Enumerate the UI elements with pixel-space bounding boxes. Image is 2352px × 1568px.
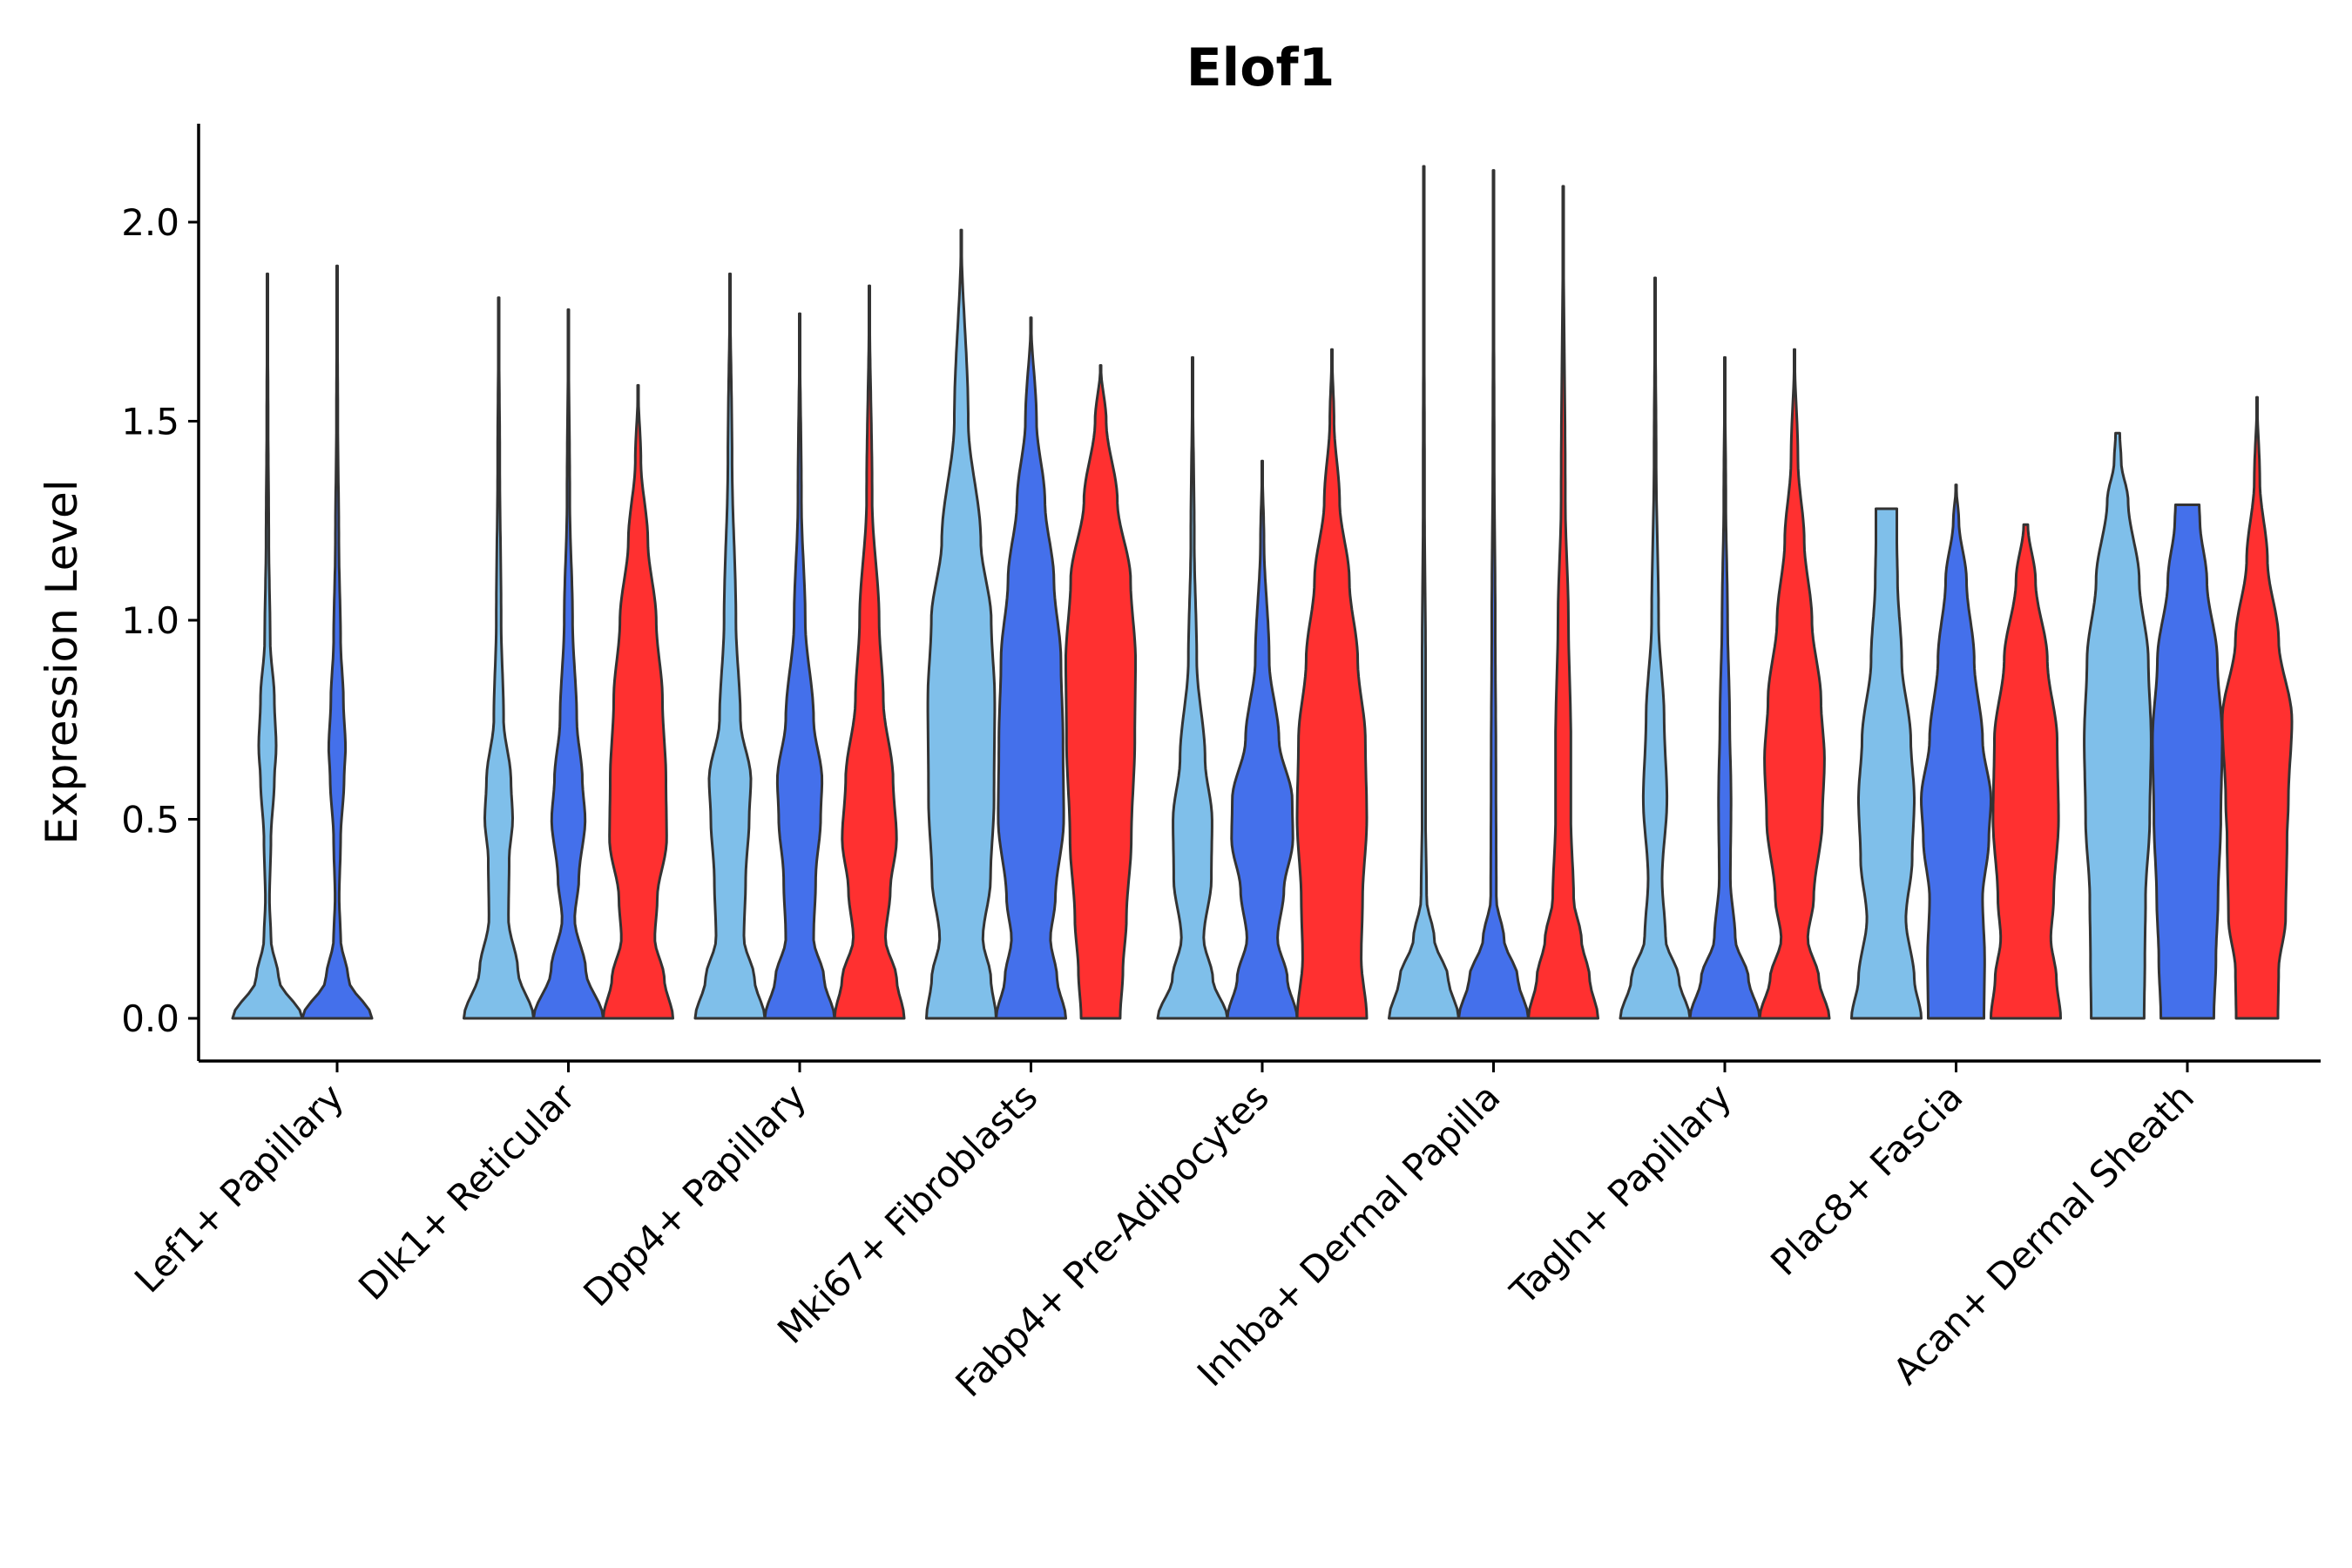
violin-6-0 (1619, 276, 1692, 1020)
x-tick-label: Dlk1+ Reticular (350, 1075, 584, 1308)
violin-6-1 (1688, 355, 1761, 1020)
violin-4-1 (1226, 459, 1299, 1020)
y-tick-label: 2.0 (121, 201, 179, 244)
y-ticks: 0.0 0.5 1.0 1.5 2.0 (121, 201, 199, 1040)
violin-5-1 (1457, 169, 1530, 1020)
violin-8-1 (2151, 504, 2224, 1020)
violin-4-0 (1156, 355, 1229, 1020)
violin-3-0 (925, 228, 997, 1020)
violin-5-2 (1527, 185, 1599, 1020)
violin-0-1 (301, 264, 374, 1020)
y-tick-label: 1.5 (121, 401, 179, 443)
violin-7-2 (1990, 523, 2062, 1020)
chart-title: Elof1 (1186, 37, 1335, 98)
violin-8-0 (2083, 431, 2153, 1020)
violin-4-2 (1295, 348, 1369, 1020)
x-tick-label: Tagln+ Papillary (1502, 1075, 1740, 1313)
violin-0-0 (231, 272, 304, 1020)
violin-7-1 (1920, 483, 1992, 1020)
violins-layer (231, 165, 2294, 1020)
y-tick-label: 1.0 (121, 599, 179, 642)
y-tick-label: 0.5 (121, 799, 179, 841)
y-axis-label: Expression Level (37, 479, 87, 844)
violin-2-1 (763, 312, 836, 1020)
x-tick-label: Dpp4+ Papillary (575, 1075, 814, 1315)
x-tick-label: Lef1+ Papillary (126, 1075, 352, 1301)
violin-8-2 (2220, 395, 2294, 1020)
violin-2-0 (693, 272, 767, 1020)
violin-3-1 (995, 316, 1067, 1020)
violin-5-0 (1388, 165, 1460, 1020)
violin-1-2 (602, 383, 674, 1020)
violin-7-0 (1850, 507, 1923, 1020)
violin-1-1 (532, 308, 605, 1020)
violin-1-0 (463, 296, 535, 1020)
x-tick-label: Mki67+ Fibroblasts (769, 1075, 1045, 1351)
x-tick-label: Plac8+ Fascia (1762, 1075, 1970, 1283)
violin-6-2 (1758, 348, 1831, 1020)
violin-3-2 (1064, 364, 1137, 1020)
y-tick-label: 0.0 (121, 997, 179, 1040)
violin-2-2 (833, 284, 906, 1020)
